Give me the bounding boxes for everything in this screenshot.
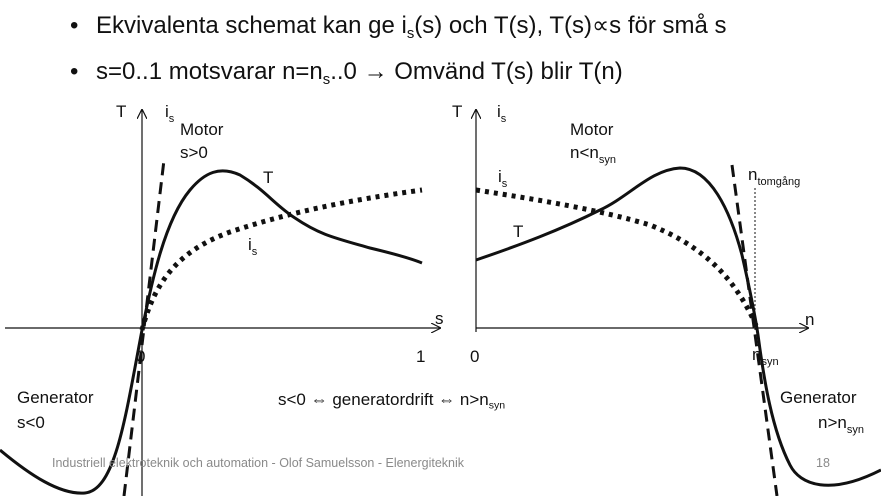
left-diagram: T is Motor s>0 T is s 0 1 Generator s<0	[0, 102, 444, 496]
bullet-1-text-b: (s) och T(s), T(s)∝s för små s	[414, 12, 727, 39]
right-tick-nsyn: nsyn	[752, 345, 779, 368]
footer-text: Industriell elektroteknik och automation…	[52, 456, 465, 470]
right-generator-condition: n>nsyn	[818, 413, 864, 436]
right-n-axis-label: n	[805, 310, 814, 329]
right-T-curve	[475, 166, 881, 487]
bullet-2-text-a: s=0..1 motsvarar n=n	[96, 58, 323, 85]
left-T-curve-label: T	[263, 168, 273, 187]
left-tick-1: 1	[416, 347, 425, 366]
left-is-curve	[139, 187, 423, 331]
right-tangent-line	[730, 164, 779, 496]
left-motor-condition: s>0	[180, 143, 208, 162]
right-generator-label: Generator	[780, 388, 857, 407]
left-T-curve	[0, 169, 423, 495]
bullet-1-text-a: Ekvivalenta schemat kan ge i	[96, 12, 407, 39]
left-generator-label: Generator	[17, 388, 94, 407]
generator-statement-sub: syn	[488, 399, 506, 412]
page-number: 18	[816, 456, 830, 470]
n-tomgang-label: ntomgång	[748, 165, 800, 188]
bullet-dot-icon: •	[70, 58, 79, 85]
bullet-2-sub: s	[322, 72, 331, 89]
left-generator-condition: s<0	[17, 413, 45, 432]
left-tick-0: 0	[136, 347, 145, 366]
bullet-2: • s=0..1 motsvarar n=ns..0 → Omvänd T(s) …	[70, 58, 623, 89]
right-is-curve	[475, 187, 761, 331]
right-tick-0: 0	[470, 347, 479, 366]
left-is-curve-label: is	[248, 235, 258, 258]
right-T-label: T	[452, 102, 462, 121]
left-T-label: T	[116, 102, 126, 121]
right-diagram: T is Motor n<nsyn is T ntomgång n 0 nsyn…	[452, 102, 881, 496]
right-motor-condition: n<nsyn	[570, 143, 616, 166]
right-motor-label: Motor	[570, 120, 614, 139]
generator-statement-text: s<0 ⇔ generatordrift ⇔ n>n	[278, 390, 489, 409]
generator-operation-statement: s<0 ⇔ generatordrift ⇔ n>nsyn	[278, 390, 506, 412]
right-T-curve-label: T	[513, 222, 523, 241]
left-motor-label: Motor	[180, 120, 224, 139]
bullet-2-text-b: ..0 → Omvänd T(s) blir T(n)	[330, 58, 623, 85]
bullet-1-sub: s	[406, 26, 415, 43]
bullet-1: • Ekvivalenta schemat kan ge is(s) och T(…	[70, 12, 727, 43]
left-is-axis-label: is	[165, 102, 175, 125]
right-is-axis-label: is	[497, 102, 507, 125]
right-is-curve-label: is	[498, 167, 508, 190]
left-s-axis-label: s	[435, 309, 444, 328]
bullet-dot-icon: •	[70, 12, 79, 39]
